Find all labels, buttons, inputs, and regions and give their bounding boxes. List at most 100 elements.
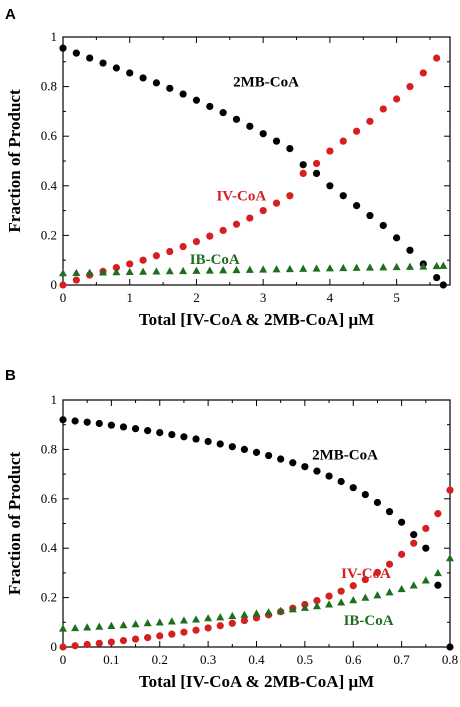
panel-b-ib-coa-point bbox=[167, 617, 176, 625]
panel-b-2mb-coa-point bbox=[168, 430, 176, 439]
panel-b-2mb-coa-point bbox=[252, 448, 261, 456]
panel-b-x-tick-label: 0.4 bbox=[248, 652, 265, 667]
panel-a-ib-coa-point bbox=[405, 262, 414, 270]
panel-a-ib-coa-point bbox=[139, 267, 148, 275]
panel-a-2mb-coa-point bbox=[232, 115, 241, 123]
panel-b-ib-coa-point bbox=[216, 613, 225, 621]
panel-b-2mb-coa-point bbox=[71, 417, 79, 425]
panel-b-ib-coa-point bbox=[361, 593, 370, 601]
panel-b-ib-coa-point bbox=[228, 611, 237, 620]
panel-a-ib-coa-point bbox=[59, 269, 67, 277]
panel-a-2mb-coa-point bbox=[139, 74, 147, 82]
panel-b-ib-coa-point bbox=[337, 598, 346, 606]
panel-b-ib-coa-point bbox=[179, 616, 188, 624]
panel-a-iv-coa-point bbox=[259, 207, 267, 215]
panel-b-ib-coa-point bbox=[240, 610, 249, 618]
panel-a-y-tick-label: 0 bbox=[51, 277, 58, 292]
panel-b-ib-coa-point bbox=[143, 619, 152, 627]
panel-a-ib-coa-point bbox=[125, 267, 134, 276]
panel-a-iv-coa-point bbox=[179, 242, 187, 251]
panel-b-2mb-coa-point bbox=[107, 421, 115, 429]
panel-a-2mb-coa-point bbox=[246, 122, 254, 130]
panel-b-ib-coa-point bbox=[107, 621, 116, 629]
panel-a-2mb-coa-point bbox=[393, 234, 401, 242]
panel-a-2mb-coa-point bbox=[99, 59, 107, 67]
panel-b-2mb-coa-point bbox=[385, 508, 394, 516]
panel-b-iv-coa-point bbox=[240, 616, 249, 625]
panel-b-iv-coa-point bbox=[313, 596, 321, 605]
panel-b-iv-coa-point bbox=[156, 632, 164, 640]
panel-b-ib-coa-point bbox=[59, 624, 67, 632]
panel-a-y-tick-label: 0.4 bbox=[41, 178, 58, 193]
panel-a-ib-coa-point bbox=[439, 261, 448, 269]
panel-b-ib-coa-point bbox=[192, 615, 201, 623]
panel-a-ib-coa-point bbox=[352, 263, 361, 271]
panel-b-iv-coa-point bbox=[107, 638, 115, 646]
panel-a-ib-coa-point bbox=[245, 265, 254, 273]
panel-b-iv-coa-series bbox=[59, 486, 454, 651]
panel-a-2mb-coa-point bbox=[339, 192, 347, 200]
panel-a-ib-coa-point bbox=[365, 263, 374, 271]
panel-b-iv-coa-point bbox=[192, 626, 200, 634]
panel-b-2mb-coa-point bbox=[228, 443, 236, 451]
panel-b-2mb-coa-point bbox=[325, 472, 333, 480]
panel-b-2mb-coa-point bbox=[301, 463, 309, 471]
panel-a-ib-coa-point bbox=[259, 265, 268, 273]
panel-b-iv-coa-point bbox=[180, 628, 188, 636]
panel-a-iv-coa-point bbox=[232, 220, 241, 228]
panel-a-ib-coa-point bbox=[179, 266, 188, 275]
panel-a-iv-coa-point bbox=[112, 264, 120, 272]
panel-a-iv-coa-series bbox=[59, 54, 441, 289]
panel-b-2mb-coa-point bbox=[83, 418, 91, 426]
panel-a-iv-coa-point bbox=[433, 54, 441, 62]
panel-a-ib-coa-point bbox=[379, 263, 388, 271]
panel-a-ib-coa-point bbox=[165, 267, 174, 275]
panel-b-ib-coa-point bbox=[446, 554, 454, 562]
panel-b-2mb-coa-point bbox=[434, 581, 442, 589]
panel-b-ib-coa-series bbox=[59, 554, 454, 632]
panel-b-iv-coa-point bbox=[59, 643, 67, 651]
panel-b-iv-coa-point bbox=[337, 587, 345, 595]
panel-a-2mb-coa-point bbox=[166, 84, 174, 92]
panel-b-x-tick-label: 0.3 bbox=[200, 652, 216, 667]
panel-a-iv-coa-point bbox=[219, 226, 227, 235]
panel-b-2mb-coa-point bbox=[59, 416, 67, 424]
panel-a-2mb-coa-point bbox=[86, 54, 94, 62]
panel-a-2mb-coa-point bbox=[72, 49, 80, 57]
panel-a-2mb-coa-series bbox=[59, 44, 447, 289]
panel-a-2mb-coa-point bbox=[152, 79, 161, 87]
panel-b-2mb-coa-point bbox=[216, 440, 224, 448]
panel-b-ib-coa-point bbox=[204, 614, 213, 622]
panel-b-ib-coa-point bbox=[264, 608, 273, 616]
chart-panel-a: A 0 1 2 3 4 5 0 0.2 0.4 0.6 0.8 1 Total [IV-CoA & 2MB… bbox=[5, 6, 451, 329]
panel-a-x-tick-label: 4 bbox=[327, 290, 334, 305]
panel-a-label-2mb-coa: 2MB-CoA bbox=[233, 75, 299, 91]
panel-a-2mb-coa-point bbox=[299, 161, 307, 169]
panel-a-2mb-coa-point bbox=[192, 96, 201, 104]
panel-b-y-tick-label: 0 bbox=[51, 639, 58, 654]
panel-b-ib-coa-point bbox=[131, 620, 140, 628]
panel-b-2mb-coa-point bbox=[361, 491, 369, 499]
panel-b-ib-coa-point bbox=[409, 581, 418, 589]
panel-b-2mb-coa-point bbox=[192, 435, 200, 443]
panel-a-x-tick-label: 0 bbox=[60, 290, 67, 305]
panel-a-2mb-coa-point bbox=[179, 90, 187, 98]
panel-a-iv-coa-point bbox=[406, 83, 414, 91]
panel-b-2mb-coa-point bbox=[95, 419, 103, 428]
panel-a-2mb-coa-point bbox=[259, 130, 267, 138]
panel-a-ib-coa-point bbox=[72, 268, 81, 277]
panel-a-2mb-coa-point bbox=[126, 69, 134, 77]
panel-a-ib-coa-point bbox=[312, 264, 321, 272]
panel-b-iv-coa-point bbox=[398, 550, 406, 558]
panel-b-2mb-coa-point bbox=[349, 484, 357, 492]
panel-b-y-tick-label: 0.6 bbox=[41, 491, 58, 506]
panel-a-ib-coa-point bbox=[219, 266, 228, 274]
panel-a-ib-coa-point bbox=[99, 268, 108, 276]
panel-b-2mb-coa-point bbox=[313, 467, 321, 475]
panel-a-label-iv-coa: IV-CoA bbox=[216, 189, 266, 205]
panel-a-2mb-coa-point bbox=[112, 64, 120, 72]
panel-a-iv-coa-point bbox=[152, 252, 161, 260]
panel-b-ib-coa-point bbox=[397, 584, 406, 593]
panel-b-ib-coa-point bbox=[288, 605, 297, 613]
panel-b-iv-coa-point bbox=[422, 524, 430, 533]
